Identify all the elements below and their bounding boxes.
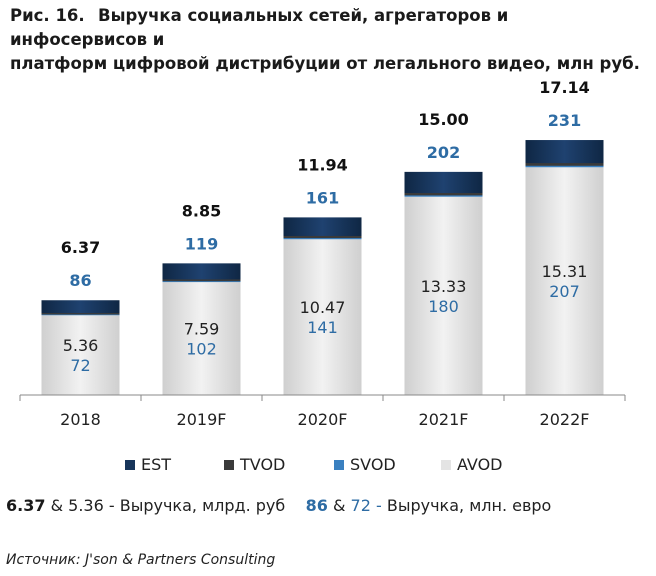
- note-amp-1: &: [50, 496, 64, 515]
- bar-avod-2021f: [404, 196, 483, 395]
- legend-label-avod: AVOD: [457, 455, 503, 474]
- source-note: Источник: J'son & Partners Consulting: [6, 552, 276, 568]
- legend-swatch-tvod: [224, 459, 234, 470]
- units-note: 6.37 & 5.36 - Выручка, млрд. руб 86 & 72…: [6, 496, 646, 515]
- bar-est-2022f: [525, 140, 604, 164]
- label-total-eur-2022f: 231: [548, 111, 581, 130]
- note-eur-avod: 72: [350, 496, 371, 515]
- x-tick-label-2021f: 2021F: [419, 410, 469, 429]
- label-avod-eur-2022f: 207: [549, 282, 580, 301]
- legend-item-svod: SVOD: [334, 455, 396, 474]
- bar-avod-2018: [41, 315, 120, 395]
- figure-number: Рис. 16.: [10, 6, 85, 25]
- note-amp-2: &: [332, 496, 346, 515]
- legend-swatch-svod: [334, 459, 344, 470]
- bar-svod-2020f: [283, 237, 362, 240]
- label-total-rub-2020f: 11.94: [297, 155, 348, 174]
- legend-label-svod: SVOD: [350, 455, 396, 474]
- chart-title: Рис. 16. Выручка социальных сетей, агрега…: [10, 4, 650, 76]
- title-text-1: Выручка социальных сетей, агрегаторов и …: [10, 6, 509, 49]
- label-avod-rub-2020f: 10.47: [300, 298, 346, 317]
- label-total-eur-2020f: 161: [306, 188, 339, 207]
- label-total-eur-2018: 86: [69, 271, 91, 290]
- label-total-rub-2022f: 17.14: [539, 78, 590, 97]
- note-eur-dash: -: [375, 496, 382, 515]
- label-total-rub-2019f: 8.85: [182, 201, 221, 220]
- title-line-1: Рис. 16. Выручка социальных сетей, агрега…: [10, 4, 650, 52]
- label-avod-rub-2021f: 13.33: [421, 277, 467, 296]
- legend-label-est: EST: [141, 455, 172, 474]
- label-avod-rub-2019f: 7.59: [184, 320, 220, 339]
- legend-item-avod: AVOD: [441, 455, 503, 474]
- label-avod-eur-2021f: 180: [428, 297, 459, 316]
- x-tick-label-2018: 2018: [60, 410, 101, 429]
- bar-est-2018: [41, 300, 120, 314]
- note-eur-total: 86: [305, 496, 328, 515]
- bar-tvod-2021f: [404, 191, 483, 196]
- note-rub-avod: 5.36: [68, 496, 104, 515]
- bar-avod-2019f: [162, 282, 241, 395]
- label-total-eur-2021f: 202: [427, 143, 460, 162]
- label-total-eur-2019f: 119: [185, 234, 218, 253]
- x-tick-label-2022f: 2022F: [540, 410, 590, 429]
- bar-svod-2021f: [404, 194, 483, 197]
- title-line-2: платформ цифровой дистрибуции от легальн…: [10, 54, 640, 73]
- x-tick-label-2019f: 2019F: [177, 410, 227, 429]
- label-avod-rub-2018: 5.36: [63, 336, 99, 355]
- label-avod-eur-2020f: 141: [307, 318, 338, 337]
- note-rub-total: 6.37: [6, 496, 46, 515]
- label-avod-eur-2019f: 102: [186, 340, 217, 359]
- label-avod-eur-2018: 72: [70, 356, 90, 375]
- x-tick-label-2020f: 2020F: [298, 410, 348, 429]
- chart-legend: EST TVOD SVOD AVOD: [0, 455, 656, 477]
- legend-swatch-est: [125, 459, 135, 470]
- legend-swatch-avod: [441, 459, 451, 470]
- label-total-rub-2021f: 15.00: [418, 110, 469, 129]
- label-avod-rub-2022f: 15.31: [542, 262, 588, 281]
- bar-avod-2020f: [283, 239, 362, 395]
- label-total-rub-2018: 6.37: [61, 238, 100, 257]
- bar-svod-2022f: [525, 165, 604, 168]
- bar-est-2021f: [404, 171, 483, 193]
- bar-est-2019f: [162, 263, 241, 280]
- bar-avod-2022f: [525, 167, 604, 395]
- bar-tvod-2022f: [525, 161, 604, 166]
- note-rub-text: - Выручка, млрд. руб: [108, 496, 286, 515]
- legend-item-est: EST: [125, 455, 171, 474]
- bar-tvod-2020f: [283, 234, 362, 239]
- bar-est-2020f: [283, 217, 362, 236]
- legend-item-tvod: TVOD: [224, 455, 285, 474]
- legend-label-tvod: TVOD: [240, 455, 286, 474]
- note-eur-text: Выручка, млн. евро: [386, 496, 552, 515]
